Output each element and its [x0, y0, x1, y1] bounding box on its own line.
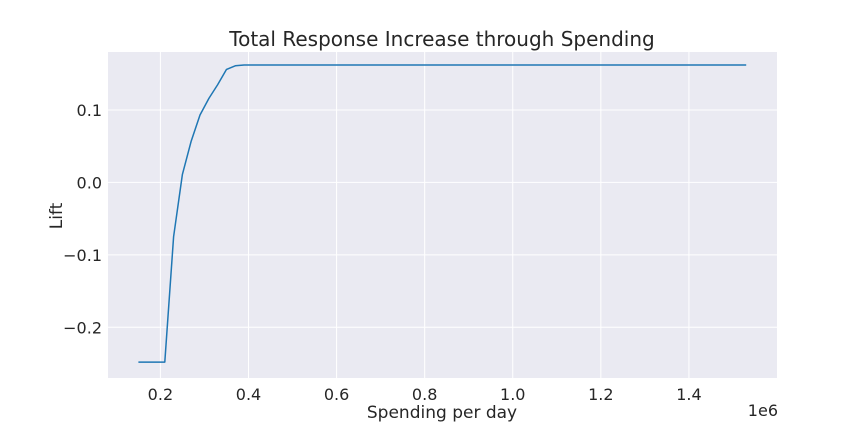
x-gridlines — [159, 52, 690, 378]
chart-title: Total Response Increase through Spending — [228, 27, 654, 51]
x-tick-label: 0.4 — [236, 385, 261, 404]
y-tick-label: 0.0 — [77, 173, 102, 192]
y-gridlines — [108, 109, 777, 328]
y-axis-label: Lift — [47, 202, 67, 229]
x-axis-offset-label: 1e6 — [748, 401, 778, 420]
x-tick-label: 0.8 — [412, 385, 437, 404]
series-line — [138, 64, 747, 363]
x-tick-label: 1.4 — [676, 385, 701, 404]
x-tick-label: 0.2 — [148, 385, 173, 404]
x-tick-label: 1.2 — [588, 385, 613, 404]
series-group — [138, 64, 747, 363]
y-tick-labels: −0.2 −0.1 0.0 0.1 — [63, 101, 102, 337]
x-tick-label: 0.6 — [324, 385, 349, 404]
y-tick-label: −0.1 — [63, 246, 102, 265]
y-tick-label: −0.2 — [63, 318, 102, 337]
x-tick-label: 1.0 — [500, 385, 525, 404]
x-axis-label: Spending per day — [367, 403, 517, 423]
x-tick-labels: 0.2 0.4 0.6 0.8 1.0 1.2 1.4 — [148, 385, 702, 404]
y-tick-label: 0.1 — [77, 101, 102, 120]
plot-area — [108, 52, 777, 378]
